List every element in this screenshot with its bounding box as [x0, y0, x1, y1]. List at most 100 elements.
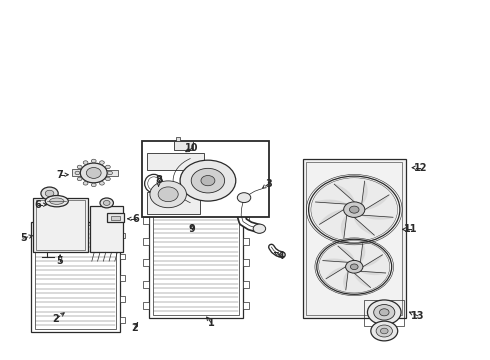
Circle shape: [180, 160, 236, 201]
Circle shape: [380, 328, 388, 334]
Bar: [243, 302, 249, 309]
Text: 12: 12: [414, 163, 427, 173]
Text: 5: 5: [20, 233, 26, 243]
Polygon shape: [334, 184, 354, 202]
Circle shape: [83, 161, 88, 164]
Circle shape: [374, 305, 395, 320]
Polygon shape: [354, 217, 374, 235]
Bar: [306, 162, 402, 315]
Bar: [153, 201, 239, 315]
Bar: [143, 259, 149, 266]
Circle shape: [91, 183, 96, 187]
Bar: [120, 317, 125, 323]
Polygon shape: [326, 267, 345, 279]
Polygon shape: [360, 271, 386, 274]
Bar: [72, 170, 89, 176]
Circle shape: [158, 187, 178, 202]
Circle shape: [376, 325, 392, 337]
Bar: [243, 196, 249, 203]
Ellipse shape: [49, 198, 64, 204]
Polygon shape: [363, 255, 383, 267]
Bar: [31, 222, 120, 332]
Ellipse shape: [45, 195, 68, 207]
Circle shape: [253, 224, 266, 233]
Circle shape: [45, 190, 54, 197]
Polygon shape: [354, 273, 370, 288]
Circle shape: [237, 193, 251, 203]
Bar: [147, 153, 204, 170]
Text: 5: 5: [57, 256, 64, 266]
Bar: [173, 141, 193, 150]
Polygon shape: [362, 181, 367, 204]
Bar: [120, 233, 125, 238]
Polygon shape: [338, 246, 354, 260]
Text: 6: 6: [34, 200, 41, 210]
Polygon shape: [319, 210, 343, 224]
Circle shape: [349, 206, 359, 213]
Text: 9: 9: [189, 224, 196, 234]
Circle shape: [99, 181, 104, 185]
Text: 6: 6: [132, 214, 139, 224]
Circle shape: [105, 165, 110, 169]
Bar: [142, 141, 269, 217]
Circle shape: [91, 159, 96, 163]
Bar: [149, 198, 243, 318]
Text: 10: 10: [185, 143, 199, 153]
Bar: [120, 254, 125, 259]
Text: 3: 3: [266, 179, 272, 189]
Circle shape: [368, 300, 401, 325]
Text: 13: 13: [411, 311, 425, 321]
Circle shape: [343, 202, 365, 217]
Polygon shape: [323, 259, 348, 262]
Polygon shape: [344, 271, 348, 290]
Bar: [243, 259, 249, 266]
Bar: [243, 217, 249, 224]
Bar: [143, 302, 149, 309]
Circle shape: [350, 264, 358, 270]
Bar: [36, 200, 85, 250]
Bar: [120, 296, 125, 302]
Text: 11: 11: [404, 224, 417, 234]
Circle shape: [318, 240, 390, 293]
Circle shape: [201, 176, 215, 186]
Bar: [364, 300, 404, 327]
Circle shape: [371, 321, 398, 341]
Bar: [111, 216, 120, 220]
Circle shape: [345, 260, 363, 273]
Bar: [107, 213, 124, 222]
Circle shape: [191, 168, 224, 193]
Bar: [33, 198, 88, 252]
Circle shape: [99, 161, 104, 164]
Text: 7: 7: [57, 170, 64, 180]
Bar: [143, 217, 149, 224]
Polygon shape: [362, 215, 393, 219]
Circle shape: [83, 181, 88, 185]
Text: 2: 2: [131, 323, 138, 333]
Polygon shape: [342, 215, 347, 238]
Text: 8: 8: [155, 175, 162, 185]
Bar: [35, 225, 116, 329]
Circle shape: [379, 309, 389, 316]
Polygon shape: [360, 244, 365, 262]
Bar: [147, 192, 200, 213]
Polygon shape: [316, 200, 347, 204]
Text: 2: 2: [52, 314, 59, 324]
Circle shape: [75, 171, 80, 175]
Bar: [106, 170, 118, 176]
Circle shape: [86, 167, 101, 178]
Bar: [90, 207, 123, 252]
Circle shape: [80, 163, 107, 183]
Bar: [243, 280, 249, 288]
Circle shape: [77, 177, 82, 181]
Circle shape: [108, 171, 113, 175]
Text: 4: 4: [278, 251, 284, 261]
Polygon shape: [365, 195, 389, 210]
Circle shape: [105, 177, 110, 181]
Bar: [303, 159, 406, 318]
Bar: [120, 275, 125, 280]
Text: 1: 1: [208, 318, 215, 328]
Circle shape: [77, 165, 82, 169]
Circle shape: [41, 187, 58, 200]
Bar: [143, 238, 149, 245]
Circle shape: [103, 201, 110, 206]
